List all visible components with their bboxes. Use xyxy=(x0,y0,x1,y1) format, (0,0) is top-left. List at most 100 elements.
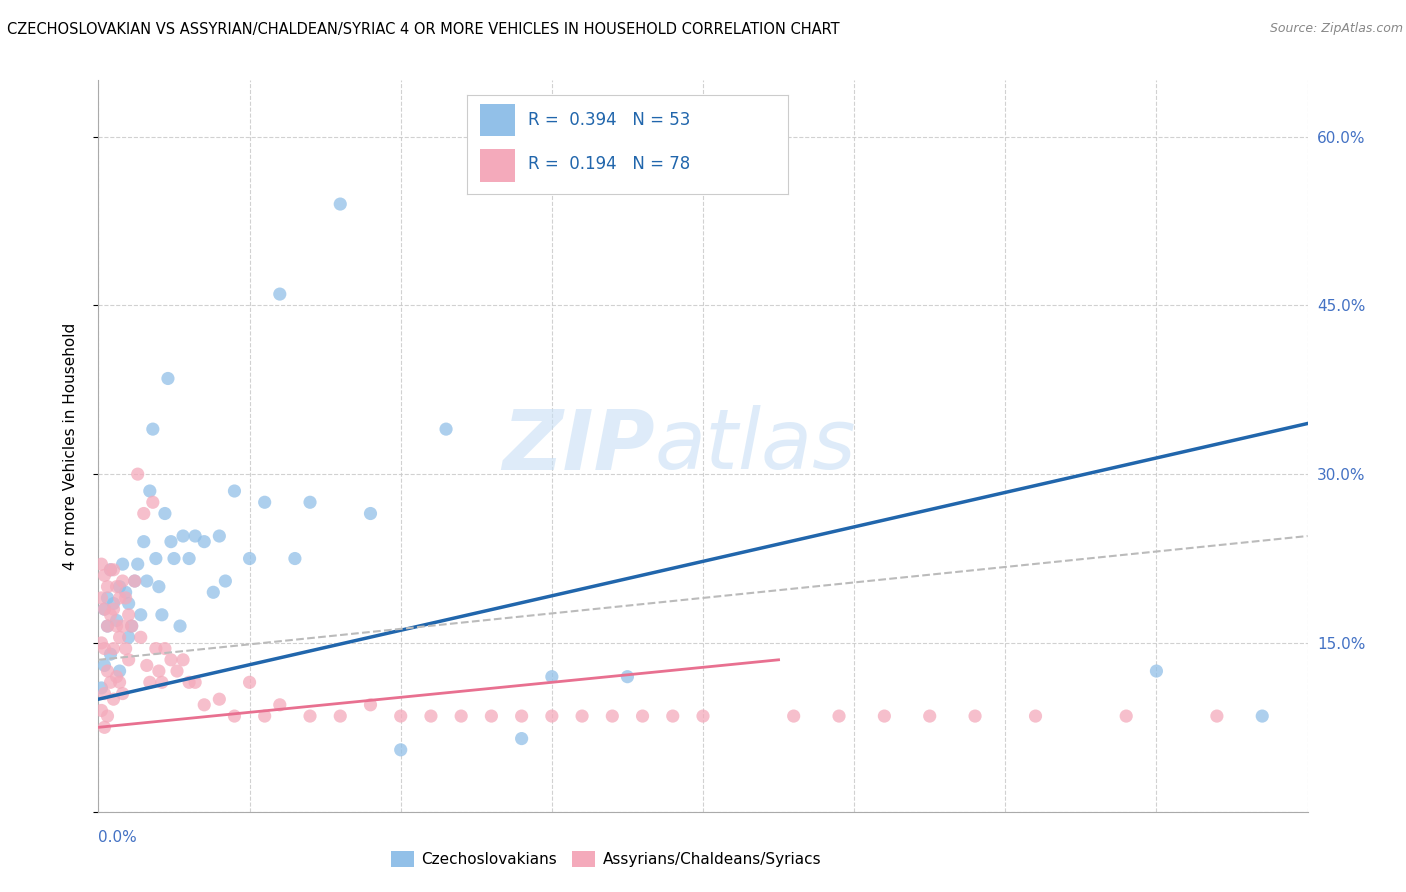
Point xyxy=(1115,709,1137,723)
Point xyxy=(631,709,654,723)
Point xyxy=(139,483,162,498)
Point xyxy=(360,507,382,521)
Point xyxy=(965,709,987,723)
Point xyxy=(100,563,122,577)
Point xyxy=(481,709,503,723)
Point xyxy=(184,529,207,543)
Point xyxy=(160,653,183,667)
Point xyxy=(124,574,146,588)
Point xyxy=(114,591,136,605)
Legend: Czechoslovakians, Assyrians/Chaldeans/Syriacs: Czechoslovakians, Assyrians/Chaldeans/Sy… xyxy=(385,846,828,873)
Point xyxy=(135,574,157,588)
Point xyxy=(193,698,215,712)
Point xyxy=(510,709,533,723)
Point xyxy=(103,602,125,616)
Point xyxy=(111,687,134,701)
Point xyxy=(90,681,112,695)
Point xyxy=(360,698,382,712)
Point xyxy=(540,670,562,684)
Point xyxy=(828,709,851,723)
Text: 0.0%: 0.0% xyxy=(98,830,138,845)
Point xyxy=(179,551,201,566)
Point xyxy=(616,670,638,684)
Point xyxy=(127,467,149,482)
Point xyxy=(239,551,262,566)
Point xyxy=(153,641,176,656)
Point xyxy=(389,743,412,757)
Point xyxy=(150,675,173,690)
Point xyxy=(96,580,118,594)
Point xyxy=(160,534,183,549)
Point xyxy=(108,630,131,644)
Point xyxy=(108,664,131,678)
Point xyxy=(692,709,714,723)
Point xyxy=(111,619,134,633)
Point xyxy=(156,371,179,385)
Point xyxy=(127,557,149,571)
Point xyxy=(1144,664,1167,678)
Point xyxy=(299,709,322,723)
Point xyxy=(121,619,143,633)
Point xyxy=(1024,709,1046,723)
Point xyxy=(329,709,352,723)
Point xyxy=(93,658,115,673)
Point xyxy=(132,534,155,549)
Point xyxy=(103,597,125,611)
Point xyxy=(873,709,896,723)
Point xyxy=(269,287,291,301)
Point xyxy=(96,709,118,723)
Point xyxy=(269,698,291,712)
Point xyxy=(434,422,457,436)
Point xyxy=(105,619,128,633)
Point xyxy=(105,580,128,594)
Point xyxy=(96,664,118,678)
Point xyxy=(114,641,136,656)
Point xyxy=(100,563,122,577)
Point xyxy=(129,630,152,644)
Point xyxy=(96,619,118,633)
Point xyxy=(93,720,115,734)
Point xyxy=(118,607,141,622)
Point xyxy=(389,709,412,723)
Point xyxy=(100,675,122,690)
Point xyxy=(420,709,443,723)
Point xyxy=(193,534,215,549)
Point xyxy=(124,574,146,588)
Point xyxy=(450,709,472,723)
Point xyxy=(224,709,246,723)
Point xyxy=(602,709,624,723)
Point xyxy=(93,602,115,616)
Point xyxy=(208,692,231,706)
Point xyxy=(148,580,170,594)
Point xyxy=(118,630,141,644)
Point xyxy=(662,709,685,723)
Point xyxy=(145,641,167,656)
Point xyxy=(139,675,162,690)
Point xyxy=(135,658,157,673)
Point xyxy=(224,483,246,498)
Point xyxy=(108,591,131,605)
Point xyxy=(121,619,143,633)
Point xyxy=(571,709,593,723)
Point xyxy=(105,614,128,628)
Point xyxy=(163,551,186,566)
Point xyxy=(169,619,191,633)
Point xyxy=(108,580,131,594)
Text: CZECHOSLOVAKIAN VS ASSYRIAN/CHALDEAN/SYRIAC 4 OR MORE VEHICLES IN HOUSEHOLD CORR: CZECHOSLOVAKIAN VS ASSYRIAN/CHALDEAN/SYR… xyxy=(7,22,839,37)
Point xyxy=(93,602,115,616)
Text: ZIP: ZIP xyxy=(502,406,655,486)
Point xyxy=(145,551,167,566)
Point xyxy=(103,563,125,577)
Point xyxy=(118,597,141,611)
Point xyxy=(103,692,125,706)
Point xyxy=(103,641,125,656)
Y-axis label: 4 or more Vehicles in Household: 4 or more Vehicles in Household xyxy=(63,322,77,570)
Point xyxy=(184,675,207,690)
Point xyxy=(118,653,141,667)
Point xyxy=(783,709,806,723)
Point xyxy=(93,687,115,701)
Point xyxy=(105,670,128,684)
Point xyxy=(114,585,136,599)
Point xyxy=(214,574,236,588)
Point xyxy=(253,495,276,509)
